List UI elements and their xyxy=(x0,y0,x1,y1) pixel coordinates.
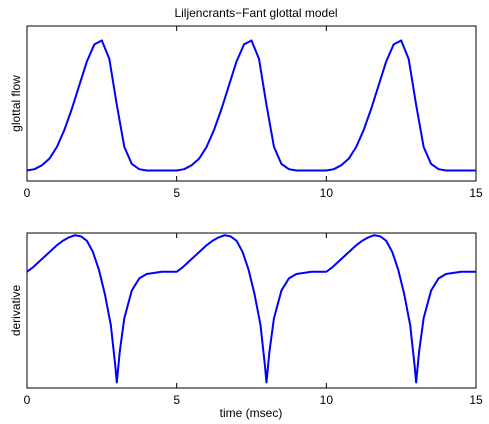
x-tick-label: 0 xyxy=(24,393,31,407)
series-lines xyxy=(26,234,476,384)
derivative-plot: 0 5 10 15 derivative xyxy=(9,232,483,407)
x-ticks xyxy=(26,26,477,181)
x-tick-label: 10 xyxy=(320,186,334,200)
x-tick-label: 10 xyxy=(320,393,334,407)
x-tick-label: 15 xyxy=(469,186,483,200)
series-line xyxy=(26,39,476,172)
x-ticks xyxy=(26,233,477,388)
x-tick-labels: 0 5 10 15 xyxy=(24,393,483,407)
x-tick-label: 15 xyxy=(469,393,483,407)
x-axis-label: time (msec) xyxy=(220,406,283,420)
x-tick-labels: 0 5 10 15 xyxy=(24,186,483,200)
series-line xyxy=(26,234,476,384)
x-tick-label: 5 xyxy=(173,393,180,407)
figure-title: Liljencrants−Fant glottal model xyxy=(174,6,337,20)
glottal-flow-plot: 0 5 10 15 glottal flow xyxy=(9,25,483,200)
y-axis-label: glottal flow xyxy=(9,75,23,132)
plot-frame xyxy=(26,232,477,389)
x-tick-label: 5 xyxy=(173,186,180,200)
y-axis-label: derivative xyxy=(9,284,23,336)
plot-frame xyxy=(26,25,477,182)
series-lines xyxy=(26,39,476,172)
x-tick-label: 0 xyxy=(24,186,31,200)
